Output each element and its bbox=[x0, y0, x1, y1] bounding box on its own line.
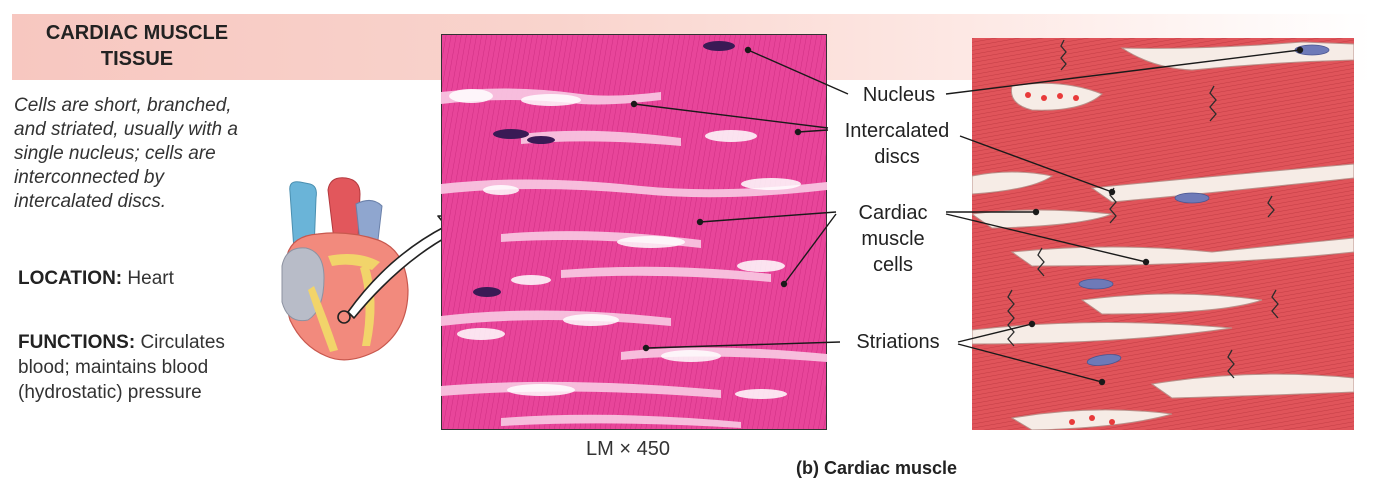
functions-line: Circulates bbox=[140, 332, 225, 353]
description-line: intercalated discs. bbox=[14, 191, 167, 212]
title-line-1: CARDIAC MUSCLE bbox=[45, 22, 229, 44]
description-line: single nucleus; cells are bbox=[14, 143, 216, 164]
title-line-2: TISSUE bbox=[100, 48, 174, 70]
location-value: Heart bbox=[127, 268, 174, 289]
magnification-label: LM × 450 bbox=[586, 438, 670, 460]
light-micrograph bbox=[441, 34, 827, 430]
functions-text: FUNCTIONS: Circulates blood; maintains b… bbox=[18, 330, 288, 405]
callout-striations: Striations bbox=[856, 331, 940, 353]
functions-label: FUNCTIONS: bbox=[18, 332, 136, 353]
figure-caption: (b) Cardiac muscle bbox=[796, 458, 958, 478]
description-line: and striated, usually with a bbox=[14, 119, 238, 140]
functions-line: (hydrostatic) pressure bbox=[18, 382, 202, 403]
callout-cardiac-muscle-cells: Cardiac muscle cells bbox=[858, 202, 928, 276]
functions-line: blood; maintains blood bbox=[18, 357, 209, 378]
callout-nucleus: Nucleus bbox=[862, 84, 936, 106]
tissue-title: CARDIAC MUSCLE TISSUE bbox=[12, 20, 262, 72]
description-line: Cells are short, branched, bbox=[14, 95, 232, 116]
location-label: LOCATION: bbox=[18, 268, 123, 289]
tissue-description: Cells are short, branched, and striated,… bbox=[14, 94, 314, 214]
location-text: LOCATION: Heart bbox=[18, 266, 288, 291]
heart-illustration bbox=[281, 177, 475, 361]
callout-intercalated-discs: Intercalated discs bbox=[844, 120, 950, 168]
description-line: interconnected by bbox=[14, 167, 164, 188]
